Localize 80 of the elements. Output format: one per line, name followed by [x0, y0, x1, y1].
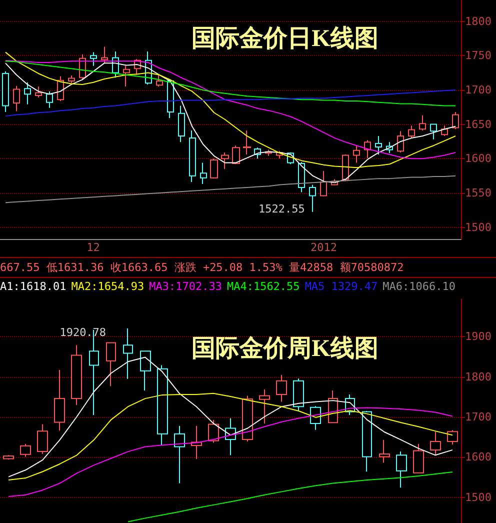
candlestick — [419, 114, 426, 131]
candlestick — [293, 378, 304, 412]
candlestick — [396, 451, 407, 488]
candlestick — [441, 125, 448, 136]
candlestick — [71, 344, 82, 406]
candlestick — [408, 125, 415, 139]
y-tick-label: 1900 — [465, 330, 492, 344]
y-tick-label: 1700 — [465, 410, 492, 424]
candlestick — [430, 124, 437, 140]
candlestick — [413, 443, 424, 474]
text: MA4:1562.55 — [226, 280, 300, 293]
y-tick-label: 1600 — [465, 450, 492, 464]
line-series — [8, 407, 453, 498]
candlestick — [379, 439, 390, 464]
candlestick — [46, 90, 53, 108]
y-tick-label: 1700 — [465, 83, 492, 96]
candlestick — [452, 111, 459, 130]
candlestick — [178, 105, 185, 143]
text: 667.55 低1631.36 收1663.65 涨跌 +25.08 1.53% 量42858 额70580872 — [0, 261, 404, 274]
x-tick-label: 2012 — [310, 241, 338, 254]
candlestick — [375, 135, 382, 156]
y-tick-label: 1600 — [465, 152, 492, 166]
candlestick — [259, 388, 270, 424]
line-series — [4, 175, 456, 204]
y-tick-label: 1500 — [465, 220, 492, 234]
text: MA5 1329.47 — [304, 280, 378, 293]
line-series — [128, 472, 453, 522]
text: 国际金价日K线图 — [192, 25, 378, 52]
candlestick — [2, 70, 9, 112]
candlestick — [242, 395, 253, 442]
candlestick — [24, 82, 31, 105]
text: MA2:1654.93 — [71, 280, 144, 293]
candlestick — [140, 350, 151, 392]
candlestick — [397, 130, 404, 153]
candlestick — [243, 130, 251, 156]
y-tick-label: 1750 — [465, 49, 492, 62]
candlestick — [200, 162, 207, 185]
y-tick-label: 1550 — [465, 186, 492, 200]
text: 国际金价周K线图 — [192, 335, 378, 362]
candlestick — [13, 85, 20, 112]
candlestick — [298, 162, 305, 193]
candlestick — [362, 410, 372, 472]
y-tick-label: 1800 — [465, 14, 492, 28]
line-series — [4, 60, 456, 106]
candlestick — [123, 65, 130, 88]
text: MA6:1066.10 — [382, 280, 456, 293]
text: A1:1618.01 — [0, 280, 66, 293]
candlestick — [3, 454, 14, 460]
candlestick — [353, 145, 360, 164]
candlestick — [208, 419, 219, 444]
candlestick — [189, 130, 196, 182]
candlestick — [68, 75, 75, 84]
x-tick-label: 12 — [86, 241, 100, 254]
candlestick — [35, 86, 42, 98]
line-series — [8, 392, 453, 481]
candlestick — [430, 431, 441, 456]
candlestick — [123, 328, 133, 380]
text: MA3:1702.33 — [149, 280, 222, 293]
line-series — [4, 62, 456, 184]
candlestick — [90, 52, 97, 66]
candlestick — [157, 364, 168, 446]
candlestick — [232, 145, 240, 165]
candlestick — [156, 74, 163, 88]
candlestick — [37, 424, 48, 454]
candlestick — [54, 370, 65, 432]
annotation: 1522.55 — [258, 202, 305, 216]
candlestick — [20, 443, 31, 458]
y-tick-label: 1800 — [465, 370, 492, 384]
candlestick — [210, 158, 218, 180]
candlestick — [106, 342, 116, 387]
candlestick — [447, 430, 458, 446]
y-tick-label: 1500 — [465, 490, 492, 504]
candlestick — [221, 152, 229, 170]
candlestick — [320, 170, 327, 197]
candlestick — [101, 46, 108, 64]
y-tick-label: 1650 — [465, 118, 492, 131]
line-series — [4, 89, 456, 117]
candlestick — [174, 425, 185, 484]
candlestick — [309, 184, 316, 212]
candlestick — [276, 374, 287, 402]
